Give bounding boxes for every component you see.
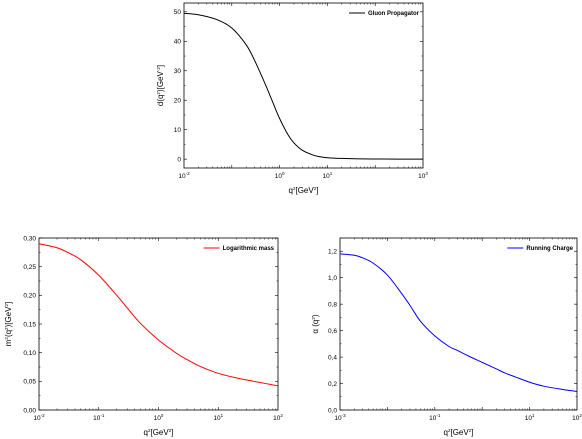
x-axis-label: q2[GeV2] bbox=[144, 428, 174, 437]
y-tick-label: 50 bbox=[174, 9, 182, 16]
y-axis-label: d(q2)[GeV-2] bbox=[156, 65, 165, 106]
y-tick-label: 0,4 bbox=[328, 354, 337, 361]
y-tick-label: 10 bbox=[174, 127, 182, 134]
x-tick-label: 100 bbox=[275, 171, 285, 180]
plot-frame bbox=[339, 237, 578, 411]
y-tick-label: 0,2 bbox=[328, 381, 337, 388]
y-tick-label: 1,0 bbox=[328, 275, 337, 282]
plot-frame bbox=[38, 237, 279, 411]
y-tick-label: 0 bbox=[177, 156, 181, 163]
y-tick-label: 0,30 bbox=[23, 235, 36, 242]
x-tick-label: 101 bbox=[525, 413, 535, 422]
series-line-charge bbox=[339, 253, 578, 392]
legend-label: Gluon Propagator bbox=[368, 11, 420, 17]
x-tick-label: 102 bbox=[572, 413, 582, 422]
y-tick-label: 40 bbox=[174, 39, 182, 46]
x-tick-label: 103 bbox=[418, 171, 428, 180]
x-tick-label: 101 bbox=[323, 171, 333, 180]
x-tick-label: 100 bbox=[154, 413, 164, 422]
chart-charge: 10-3 10-1 101 102 0,0 0,2 0,4 0,6 0,8 1,0 1,2 q2[Ge… bbox=[311, 237, 582, 437]
chart-gluon: 10-2 100 101 103 0 10 20 30 40 50 q2[GeV2] d(q2)[Ge… bbox=[156, 2, 428, 195]
y-tick-label: 0,8 bbox=[328, 301, 337, 308]
y-tick-label: 0,0 bbox=[328, 407, 337, 414]
y-tick-label: 20 bbox=[174, 98, 182, 105]
x-tick-label: 10-1 bbox=[429, 413, 441, 422]
plot-frame bbox=[183, 2, 424, 169]
y-tick-label: 0,05 bbox=[23, 379, 36, 386]
legend-label: Logarithmic mass bbox=[223, 246, 275, 252]
y-tick-label: 30 bbox=[174, 68, 182, 75]
x-tick-label: 10-3 bbox=[334, 413, 346, 422]
y-tick-label: 0,10 bbox=[23, 350, 36, 357]
x-tick-label: 101 bbox=[213, 413, 223, 422]
y-axis-label: m2(q2)[GeV2] bbox=[4, 302, 13, 346]
y-tick-label: 0,15 bbox=[23, 321, 36, 328]
series-line-mass bbox=[38, 243, 279, 387]
x-tick-label: 10-2 bbox=[33, 413, 45, 422]
x-axis-label: q2[GeV2] bbox=[444, 428, 474, 437]
x-tick-label: 102 bbox=[273, 413, 283, 422]
y-tick-label: 0,25 bbox=[23, 264, 36, 271]
chart-mass: 10-2 10-1 100 101 102 0,00 0,05 0,10 0,15 0,20 0,2… bbox=[4, 235, 283, 437]
x-axis-label: q2[GeV2] bbox=[289, 186, 319, 195]
x-tick-label: 10-1 bbox=[93, 413, 105, 422]
y-tick-label: 0,00 bbox=[23, 407, 36, 414]
y-axis-label: α (q2) bbox=[311, 314, 320, 333]
y-tick-label: 1,2 bbox=[328, 249, 337, 256]
y-tick-label: 0,6 bbox=[328, 328, 337, 335]
legend-label: Running Charge bbox=[526, 246, 573, 252]
x-tick-label: 10-2 bbox=[178, 171, 190, 180]
series-line-gluon bbox=[183, 12, 424, 160]
y-tick-label: 0,20 bbox=[23, 293, 36, 300]
